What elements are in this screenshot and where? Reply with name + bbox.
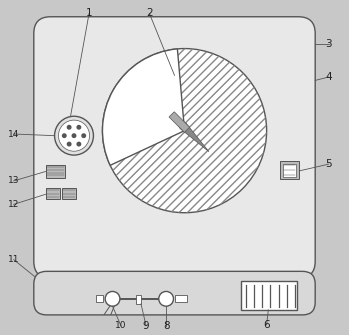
Circle shape: [62, 134, 66, 137]
Text: 4: 4: [325, 72, 332, 82]
Polygon shape: [177, 120, 209, 152]
Bar: [136, 295, 141, 304]
Circle shape: [105, 291, 120, 306]
Text: 13: 13: [8, 177, 20, 185]
Circle shape: [67, 126, 71, 129]
Text: 12: 12: [8, 200, 20, 209]
Text: 5: 5: [325, 159, 332, 169]
Bar: [45, 165, 65, 178]
Circle shape: [103, 49, 267, 213]
Bar: [242, 281, 297, 310]
Circle shape: [82, 134, 86, 137]
Bar: [174, 295, 187, 302]
Circle shape: [77, 126, 81, 129]
Text: 11: 11: [8, 255, 20, 264]
Text: 8: 8: [163, 321, 169, 331]
Circle shape: [77, 142, 81, 146]
Circle shape: [67, 142, 71, 146]
Text: 2: 2: [146, 8, 153, 18]
Text: 3: 3: [325, 39, 332, 49]
Circle shape: [58, 120, 90, 151]
Circle shape: [72, 134, 76, 137]
Text: 10: 10: [115, 321, 127, 330]
Circle shape: [54, 116, 94, 155]
Bar: [280, 161, 299, 179]
Text: 14: 14: [8, 130, 20, 138]
Bar: [283, 164, 296, 177]
Text: 9: 9: [143, 321, 149, 331]
Circle shape: [159, 291, 173, 306]
Text: 1: 1: [86, 8, 92, 18]
Bar: [96, 295, 103, 302]
Bar: [62, 188, 76, 199]
Text: 6: 6: [263, 320, 270, 330]
FancyBboxPatch shape: [34, 17, 315, 278]
Bar: [45, 188, 60, 199]
Wedge shape: [103, 49, 185, 165]
FancyBboxPatch shape: [34, 271, 315, 315]
Polygon shape: [169, 112, 190, 132]
